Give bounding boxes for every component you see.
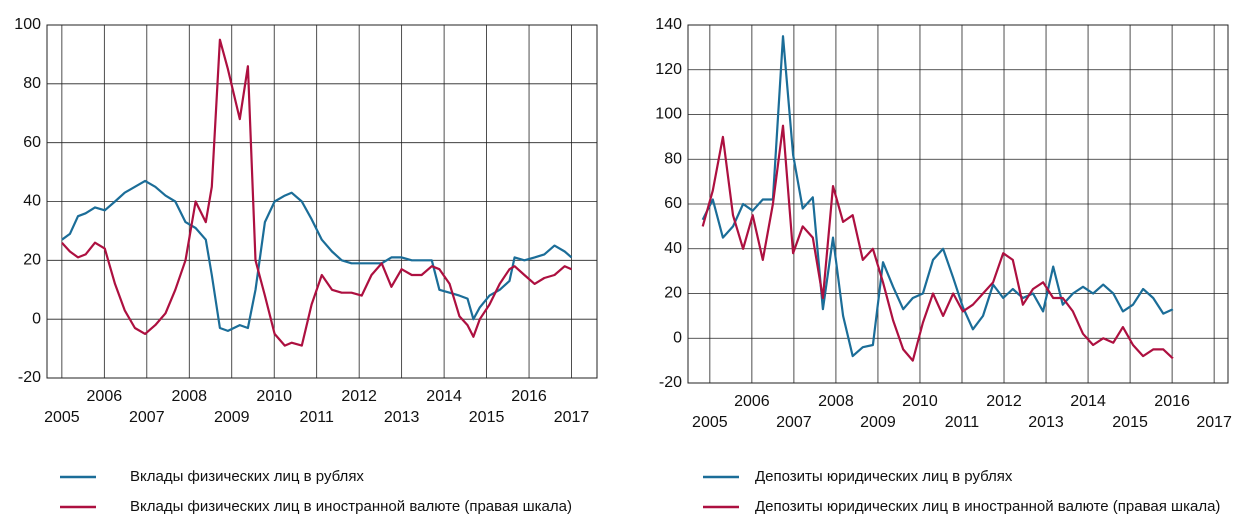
x-tick-label: 2010 bbox=[256, 388, 292, 405]
x-tick-label: 2017 bbox=[554, 409, 590, 426]
x-tick-label: 2015 bbox=[1112, 414, 1148, 431]
legend-label: Вклады физических лиц в иностранной валю… bbox=[130, 498, 572, 515]
y-tick-label: 20 bbox=[23, 252, 41, 269]
y-tick-label: 140 bbox=[655, 16, 682, 33]
x-tick-label: 2006 bbox=[734, 393, 770, 410]
x-tick-label: 2012 bbox=[986, 393, 1022, 410]
data-line bbox=[701, 35, 1174, 358]
y-tick-label: -20 bbox=[18, 369, 41, 386]
y-tick-label: 80 bbox=[23, 75, 41, 92]
y-tick-label: 40 bbox=[664, 240, 682, 257]
x-tick-label: 2014 bbox=[426, 388, 462, 405]
y-tick-label: 80 bbox=[664, 150, 682, 167]
x-tick-label: 2012 bbox=[341, 388, 377, 405]
x-tick-label: 2006 bbox=[87, 388, 123, 405]
x-tick-label: 2010 bbox=[902, 393, 938, 410]
x-tick-label: 2016 bbox=[511, 388, 547, 405]
x-tick-label: 2017 bbox=[1196, 414, 1232, 431]
y-tick-label: 120 bbox=[655, 61, 682, 78]
x-tick-label: 2007 bbox=[129, 409, 165, 426]
data-line bbox=[61, 179, 573, 332]
y-tick-label: 60 bbox=[664, 195, 682, 212]
x-tick-label: 2011 bbox=[299, 409, 334, 426]
x-tick-label: 2009 bbox=[214, 409, 250, 426]
x-tick-label: 2014 bbox=[1070, 393, 1106, 410]
data-line bbox=[701, 124, 1174, 362]
legend-label: Депозиты юридических лиц в рублях bbox=[755, 468, 1013, 485]
x-tick-label: 2008 bbox=[818, 393, 854, 410]
x-tick-label: 2015 bbox=[469, 409, 505, 426]
y-tick-label: 100 bbox=[655, 106, 682, 123]
y-tick-label: 40 bbox=[23, 193, 41, 210]
y-tick-label: 20 bbox=[664, 285, 682, 302]
legend-label: Вклады физических лиц в рублях bbox=[130, 468, 364, 485]
x-tick-label: 2016 bbox=[1154, 393, 1190, 410]
x-tick-label: 2005 bbox=[44, 409, 80, 426]
x-tick-label: 2009 bbox=[860, 414, 896, 431]
y-tick-label: 0 bbox=[32, 310, 41, 327]
y-tick-label: 0 bbox=[673, 329, 682, 346]
x-tick-label: 2005 bbox=[692, 414, 728, 431]
y-tick-label: 60 bbox=[23, 134, 41, 151]
x-tick-label: 2007 bbox=[776, 414, 812, 431]
y-tick-label: 100 bbox=[14, 16, 41, 33]
data-line bbox=[61, 38, 572, 347]
x-tick-label: 2013 bbox=[1028, 414, 1064, 431]
x-tick-label: 2011 bbox=[945, 414, 980, 431]
y-tick-label: -20 bbox=[659, 374, 682, 391]
x-tick-label: 2013 bbox=[384, 409, 420, 426]
legend-label: Депозиты юридических лиц в иностранной в… bbox=[755, 498, 1220, 515]
x-tick-label: 2008 bbox=[171, 388, 207, 405]
